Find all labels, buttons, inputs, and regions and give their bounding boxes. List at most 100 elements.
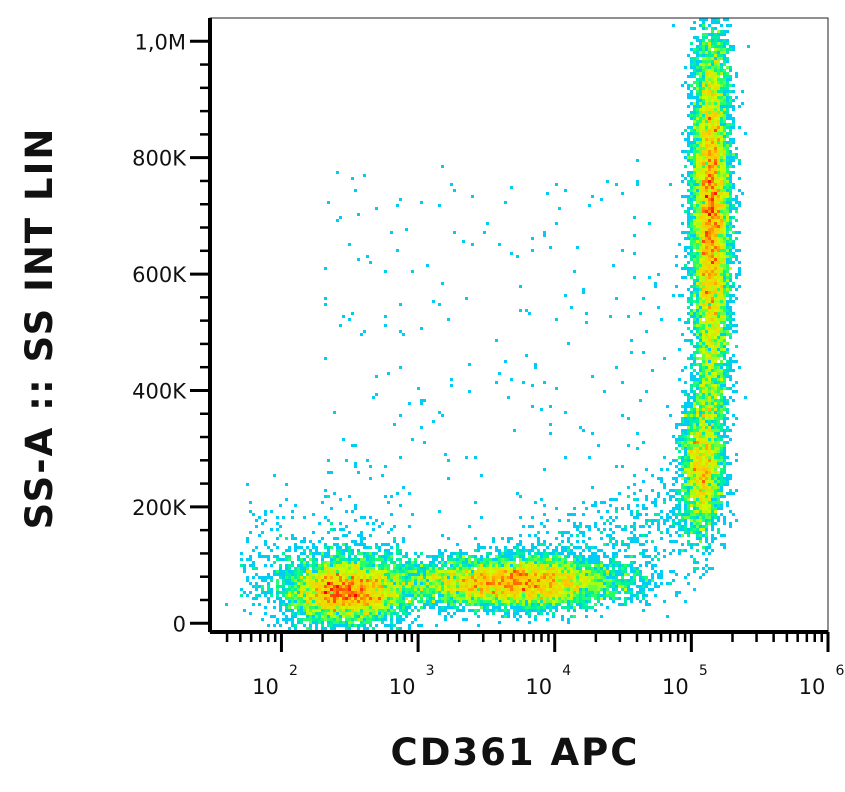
- event-dot: [489, 579, 492, 582]
- event-dot: [552, 588, 555, 591]
- event-dot: [600, 570, 603, 573]
- event-dot: [684, 435, 687, 438]
- event-dot: [690, 354, 693, 357]
- event-dot: [714, 63, 717, 66]
- event-dot: [708, 135, 711, 138]
- event-dot: [651, 576, 654, 579]
- event-dot: [585, 543, 588, 546]
- event-dot: [696, 249, 699, 252]
- event-dot: [576, 585, 579, 588]
- event-dot: [366, 561, 369, 564]
- event-dot: [336, 537, 339, 540]
- event-dot: [696, 432, 699, 435]
- event-dot: [633, 576, 636, 579]
- event-dot: [720, 429, 723, 432]
- event-dot: [711, 534, 714, 537]
- event-dot: [702, 240, 705, 243]
- event-dot: [702, 117, 705, 120]
- event-dot: [702, 444, 705, 447]
- event-dot: [705, 525, 708, 528]
- event-dot: [702, 306, 705, 309]
- event-dot: [537, 552, 540, 555]
- event-dot: [642, 576, 645, 579]
- event-dot: [396, 564, 399, 567]
- event-dot: [681, 195, 684, 198]
- event-dot: [693, 513, 696, 516]
- event-dot: [288, 558, 291, 561]
- event-dot: [558, 561, 561, 564]
- event-dot: [714, 441, 717, 444]
- event-dot: [687, 489, 690, 492]
- event-dot: [438, 594, 441, 597]
- event-dot: [717, 39, 720, 42]
- event-dot: [711, 264, 714, 267]
- event-dot: [603, 573, 606, 576]
- event-dot: [717, 207, 720, 210]
- event-dot: [555, 555, 558, 558]
- event-dot: [591, 576, 594, 579]
- event-dot: [729, 84, 732, 87]
- event-dot: [576, 558, 579, 561]
- event-dot: [693, 288, 696, 291]
- event-dot: [537, 564, 540, 567]
- event-dot: [699, 210, 702, 213]
- event-dot: [384, 324, 387, 327]
- event-dot: [543, 576, 546, 579]
- event-dot: [714, 375, 717, 378]
- event-dot: [714, 306, 717, 309]
- event-dot: [696, 291, 699, 294]
- event-dot: [720, 192, 723, 195]
- event-dot: [693, 357, 696, 360]
- event-dot: [702, 291, 705, 294]
- event-dot: [714, 348, 717, 351]
- event-dot: [735, 96, 738, 99]
- event-dot: [294, 570, 297, 573]
- event-dot: [696, 549, 699, 552]
- event-dot: [678, 378, 681, 381]
- event-dot: [543, 561, 546, 564]
- event-dot: [660, 318, 663, 321]
- event-dot: [399, 582, 402, 585]
- event-dot: [693, 105, 696, 108]
- event-dot: [723, 468, 726, 471]
- event-dot: [714, 33, 717, 36]
- event-dot: [708, 69, 711, 72]
- event-dot: [696, 567, 699, 570]
- event-dot: [498, 561, 501, 564]
- event-dot: [735, 153, 738, 156]
- event-dot: [579, 594, 582, 597]
- event-dot: [327, 573, 330, 576]
- event-dot: [420, 567, 423, 570]
- event-dot: [498, 576, 501, 579]
- event-dot: [624, 564, 627, 567]
- event-dot: [702, 123, 705, 126]
- event-dot: [621, 582, 624, 585]
- event-dot: [693, 198, 696, 201]
- event-dot: [708, 204, 711, 207]
- event-dot: [390, 588, 393, 591]
- event-dot: [354, 507, 357, 510]
- event-dot: [327, 552, 330, 555]
- event-dot: [690, 267, 693, 270]
- event-dot: [702, 513, 705, 516]
- event-dot: [300, 585, 303, 588]
- event-dot: [714, 219, 717, 222]
- event-dot: [504, 549, 507, 552]
- event-dot: [381, 594, 384, 597]
- event-dot: [645, 549, 648, 552]
- event-dot: [291, 537, 294, 540]
- event-dot: [720, 63, 723, 66]
- event-dot: [555, 183, 558, 186]
- event-dot: [708, 189, 711, 192]
- event-dot: [720, 291, 723, 294]
- event-dot: [441, 165, 444, 168]
- event-dot: [609, 564, 612, 567]
- event-dot: [471, 567, 474, 570]
- event-dot: [609, 582, 612, 585]
- event-dot: [357, 597, 360, 600]
- event-dot: [345, 567, 348, 570]
- event-dot: [609, 534, 612, 537]
- event-dot: [543, 234, 546, 237]
- event-dot: [684, 210, 687, 213]
- event-dot: [384, 555, 387, 558]
